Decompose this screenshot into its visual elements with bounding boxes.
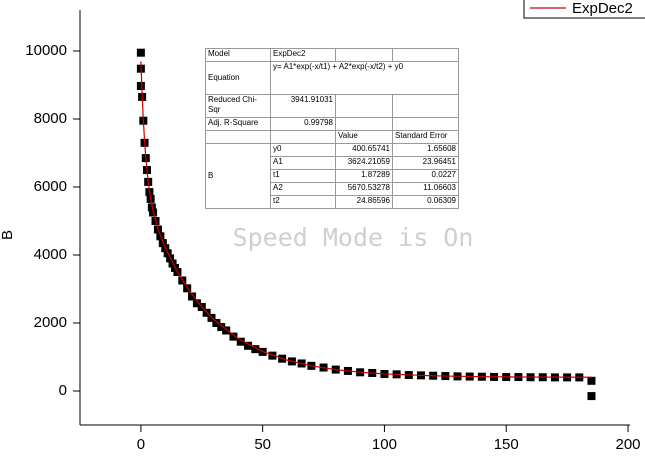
table-cell: [335, 117, 393, 131]
data-point: [136, 82, 145, 91]
y-tick-label: 2000: [34, 314, 67, 331]
row-label: Adj. R-Square: [205, 117, 271, 131]
table-cell: ExpDec2: [270, 48, 336, 62]
table-cell: y= A1*exp(-x/t1) + A2*exp(-x/t2) + y0: [270, 61, 459, 95]
x-tick-label: 50: [254, 436, 271, 453]
column-header: Value: [335, 130, 393, 144]
param-name: t2: [270, 195, 336, 209]
param-name: t1: [270, 169, 336, 183]
table-row: A2 5670.53278 11.06603: [206, 182, 459, 196]
row-label: Reduced Chi-Sqr: [205, 94, 271, 118]
legend-box: [523, 0, 645, 19]
table-cell: 0.06309: [392, 195, 459, 209]
data-point: [212, 319, 221, 327]
data-point: [188, 292, 197, 301]
table-row: t2 24.86596 0.06309: [206, 195, 459, 209]
row-label: Model: [205, 48, 271, 62]
table-row: Adj. R-Square 0.99798: [205, 117, 459, 131]
watermark: Speed Mode is On: [233, 223, 474, 252]
data-point: [587, 392, 596, 401]
data-point: [244, 341, 253, 350]
column-header: Standard Error: [392, 130, 459, 144]
y-tick-label: 0: [59, 382, 67, 399]
data-point: [136, 48, 145, 57]
row-label: B: [205, 143, 271, 209]
data-point: [251, 345, 260, 354]
table-cell: [205, 130, 271, 144]
table-cell: [392, 117, 459, 131]
table-cell: 1.87289: [335, 169, 393, 183]
table-cell: 400.65741: [335, 143, 393, 157]
legend-label: ExpDec2: [572, 0, 633, 17]
x-tick-label: 200: [615, 436, 640, 453]
y-tick-label: 6000: [34, 178, 67, 195]
table-cell: [270, 130, 336, 144]
fit-line: [140, 61, 592, 378]
table-row: Reduced Chi-Sqr 3941.91031: [205, 94, 459, 118]
table-cell: [392, 48, 459, 62]
table-cell: 1.65608: [392, 143, 459, 157]
y-tick-label: 8000: [34, 110, 67, 127]
param-name: A1: [270, 156, 336, 170]
data-point: [192, 299, 201, 308]
row-label: Equation: [205, 61, 271, 95]
table-cell: 23.96451: [392, 156, 459, 170]
x-tick-label: 100: [372, 436, 397, 453]
param-name: y0: [270, 143, 336, 157]
data-point: [217, 323, 226, 332]
y-tick-label: 10000: [25, 42, 67, 59]
table-row: Model ExpDec2: [205, 48, 459, 62]
table-cell: [335, 94, 393, 118]
table-cell: 24.86596: [335, 195, 393, 209]
table-cell: 0.99798: [270, 117, 336, 131]
fit-table: Model ExpDec2 Equation y= A1*exp(-x/t1) + A…: [205, 48, 459, 209]
table-cell: [392, 94, 459, 118]
y-axis-label: B: [0, 230, 16, 240]
table-cell: 3624.21059: [335, 156, 393, 170]
table-cell: 5670.53278: [335, 182, 393, 196]
data-point: [268, 351, 277, 360]
table-row: Equation y= A1*exp(-x/t1) + A2*exp(-x/t2)…: [205, 61, 459, 95]
table-cell: 3941.91031: [270, 94, 336, 118]
data-point: [229, 332, 238, 341]
data-point: [222, 326, 231, 335]
table-cell: 11.06603: [392, 182, 459, 196]
data-point: [236, 337, 245, 346]
param-name: A2: [270, 182, 336, 196]
y-tick-label: 4000: [34, 246, 67, 263]
x-tick-label: 150: [494, 436, 519, 453]
x-tick-label: 0: [137, 436, 145, 453]
table-cell: [335, 48, 393, 62]
table-cell: 0.0227: [392, 169, 459, 183]
table-row: Value Standard Error: [205, 130, 459, 144]
data-point: [587, 376, 596, 385]
